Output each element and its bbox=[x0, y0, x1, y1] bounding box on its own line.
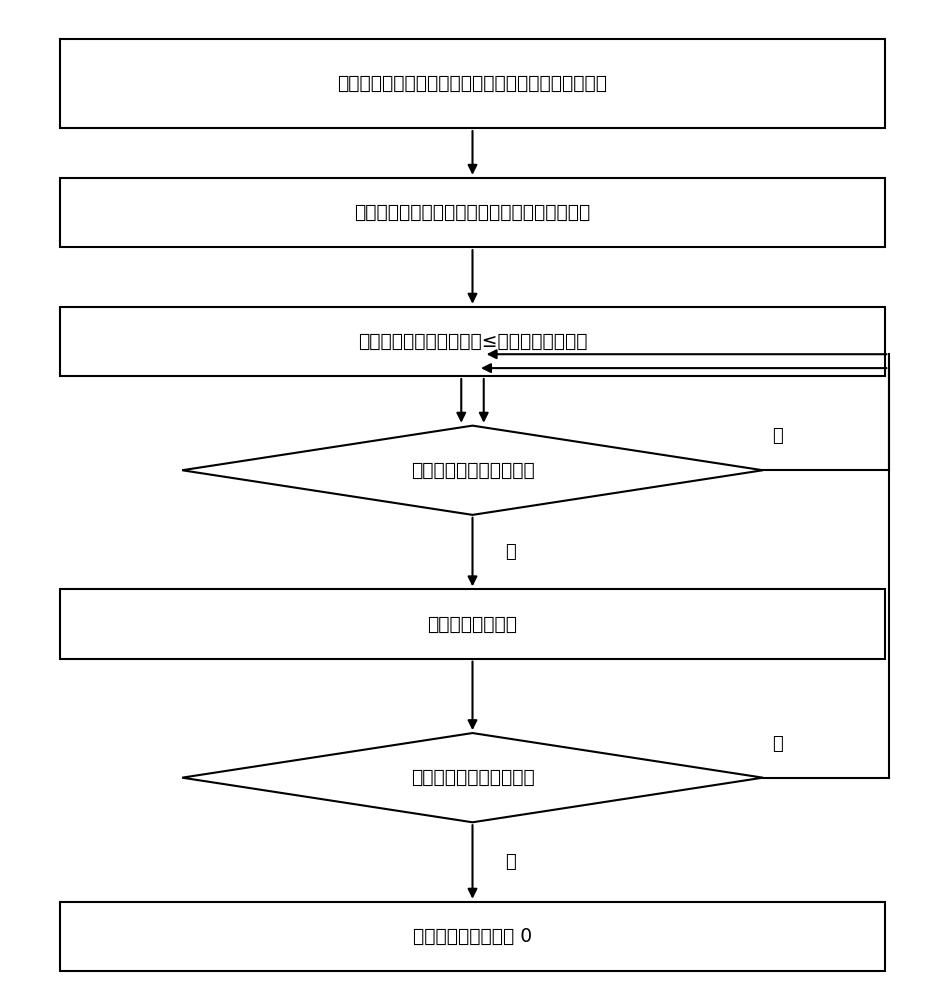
Text: 否: 否 bbox=[771, 735, 783, 753]
Bar bbox=[60, 178, 884, 247]
Text: 根据允许的最大退磁率，得到最大允许转子温度: 根据允许的最大退磁率，得到最大允许转子温度 bbox=[354, 203, 590, 222]
Text: 是: 是 bbox=[505, 853, 515, 871]
Text: 否: 否 bbox=[771, 427, 783, 445]
Polygon shape bbox=[182, 733, 762, 822]
Text: 转子温度达到第一阙値？: 转子温度达到第一阙値？ bbox=[411, 461, 533, 480]
Bar bbox=[60, 39, 884, 128]
Text: 设定第一阙値＜第二阙値≤最大允许转子温度: 设定第一阙値＜第二阙値≤最大允许转子温度 bbox=[358, 332, 586, 351]
Bar bbox=[60, 902, 884, 971]
Text: 将最大输出功率降至 0: 将最大输出功率降至 0 bbox=[413, 927, 531, 946]
Text: 限制最大输出功率: 限制最大输出功率 bbox=[427, 614, 517, 633]
Text: 是: 是 bbox=[505, 543, 515, 561]
Bar bbox=[60, 307, 884, 376]
Text: 根据最大相电流，计算不同转子温度下永磁体的退磁率: 根据最大相电流，计算不同转子温度下永磁体的退磁率 bbox=[337, 74, 607, 93]
Bar bbox=[60, 589, 884, 659]
Text: 转子温度达到第二阙値？: 转子温度达到第二阙値？ bbox=[411, 768, 533, 787]
Polygon shape bbox=[182, 426, 762, 515]
